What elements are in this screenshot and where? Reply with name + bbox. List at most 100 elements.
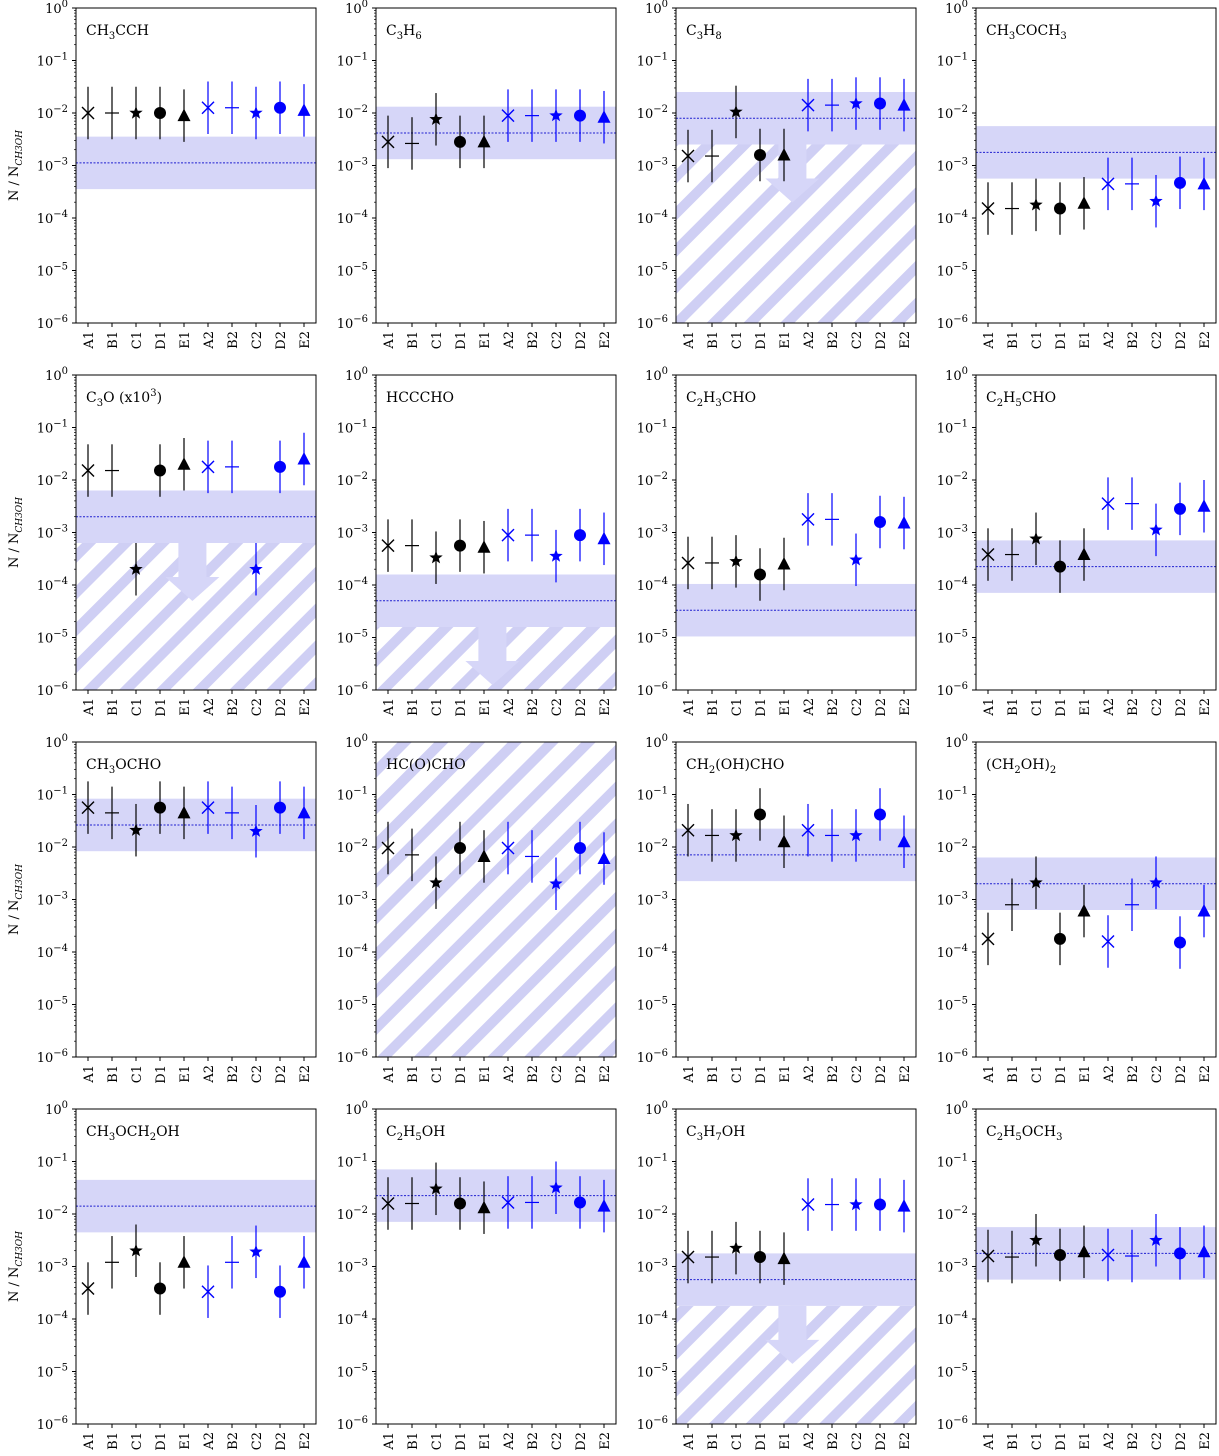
panel-title: HC(O)CHO xyxy=(386,757,466,773)
x-tick-label: C1 xyxy=(730,1432,745,1450)
x-tick-label: D2 xyxy=(574,1432,589,1451)
x-tick-label: E2 xyxy=(598,698,613,716)
x-tick-label: C1 xyxy=(130,331,145,349)
x-tick-label: E2 xyxy=(898,1065,913,1083)
x-tick-label: B1 xyxy=(106,1432,121,1450)
y-axis-label: N / NCH3OH xyxy=(7,864,25,935)
marker-C1 xyxy=(729,554,743,567)
marker-E2 xyxy=(897,516,911,529)
y-tick-label: 10−6 xyxy=(637,314,668,332)
x-tick-label: D2 xyxy=(274,698,289,717)
x-tick-label: B2 xyxy=(1126,1432,1141,1450)
marker-E2 xyxy=(897,1199,911,1212)
y-tick-label: 10−4 xyxy=(337,943,368,961)
x-tick-label: A2 xyxy=(202,331,217,350)
hatch-region xyxy=(376,742,616,1057)
x-tick-label: A1 xyxy=(982,1432,997,1451)
y-tick-label: 10−5 xyxy=(337,996,368,1014)
marker-C2 xyxy=(249,1244,263,1258)
x-tick-label: D1 xyxy=(454,1065,469,1084)
y-tick-label: 10−4 xyxy=(637,209,668,227)
marker-C2 xyxy=(249,562,263,575)
x-tick-label: E2 xyxy=(898,1432,913,1450)
x-tick-label: B1 xyxy=(106,331,121,349)
y-tick-label: 10−4 xyxy=(637,943,668,961)
y-axis-label: N / NCH3OH xyxy=(7,130,25,201)
y-tick-label: 10−2 xyxy=(37,1205,68,1223)
marker-C2 xyxy=(549,549,563,562)
marker-D1 xyxy=(454,135,466,148)
x-tick-label: D1 xyxy=(154,1432,169,1451)
marker-C2 xyxy=(849,1197,863,1211)
marker-D1 xyxy=(454,1197,466,1210)
marker-D2 xyxy=(1174,936,1186,949)
marker-A2 xyxy=(201,460,215,474)
marker-E2 xyxy=(597,851,611,865)
upper-limit-arrow xyxy=(465,627,520,685)
x-tick-label: B2 xyxy=(1126,1065,1141,1083)
x-tick-label: C2 xyxy=(1150,1065,1165,1083)
marker-A2 xyxy=(1101,177,1115,191)
x-tick-label: E2 xyxy=(898,698,913,716)
panel-5: 100 10−1 10−2 10−3 10−4 10−5 10−6 A1 B1 C1 D1 E1 A2 B… xyxy=(7,366,317,717)
y-tick-label: 100 xyxy=(345,733,368,751)
marker-C2 xyxy=(849,552,863,566)
marker-A1 xyxy=(681,556,695,570)
y-tick-label: 10−4 xyxy=(337,209,368,227)
marker-D1 xyxy=(454,539,466,552)
marker-D1 xyxy=(454,842,466,855)
panel-13: 100 10−1 10−2 10−3 10−4 10−5 10−6 A1 B1 C1 D1 E1 A2 B… xyxy=(7,1100,317,1451)
y-tick-label: 10−6 xyxy=(637,1048,668,1066)
panel-6: 100 10−1 10−2 10−3 10−4 10−5 10−6 A1 B1 C1 D1 E1 A2 B… xyxy=(337,366,617,717)
marker-D2 xyxy=(1174,176,1186,189)
y-tick-label: 10−2 xyxy=(337,471,368,489)
marker-C2 xyxy=(249,106,263,119)
y-tick-label: 10−1 xyxy=(37,786,68,804)
y-tick-label: 10−2 xyxy=(37,104,68,122)
marker-A2 xyxy=(201,101,215,115)
panel-title: C3H8 xyxy=(686,23,722,42)
y-tick-label: 10−2 xyxy=(337,838,368,856)
marker-C1 xyxy=(729,105,743,118)
marker-A2 xyxy=(1101,935,1115,948)
y-tick-label: 100 xyxy=(645,0,668,17)
panel-4: 100 10−1 10−2 10−3 10−4 10−5 10−6 A1 B1 C1 D1 E1 A2 B… xyxy=(937,0,1217,350)
x-tick-label: A2 xyxy=(1102,698,1117,717)
y-tick-label: 10−2 xyxy=(937,104,968,122)
marker-E1 xyxy=(477,849,491,862)
x-tick-label: A2 xyxy=(1102,331,1117,350)
marker-D1 xyxy=(1054,202,1066,215)
marker-A2 xyxy=(201,1285,215,1299)
x-tick-label: C1 xyxy=(1030,331,1045,349)
x-tick-label: A1 xyxy=(982,1065,997,1084)
upper-limit-arrow xyxy=(765,1305,820,1364)
y-tick-label: 10−4 xyxy=(937,943,968,961)
x-tick-label: B1 xyxy=(406,1065,421,1083)
x-tick-label: B1 xyxy=(406,331,421,349)
marker-C2 xyxy=(549,876,563,890)
x-tick-label: B1 xyxy=(106,698,121,716)
y-tick-label: 100 xyxy=(645,366,668,384)
marker-A1 xyxy=(381,135,395,149)
marker-A1 xyxy=(981,548,995,562)
x-tick-label: E1 xyxy=(478,331,493,349)
marker-C2 xyxy=(249,824,263,837)
x-tick-label: A2 xyxy=(502,1065,517,1084)
y-tick-label: 10−2 xyxy=(637,838,668,856)
x-tick-label: C2 xyxy=(850,331,865,349)
x-tick-label: B1 xyxy=(106,1065,121,1083)
marker-A1 xyxy=(981,1249,995,1263)
y-tick-label: 10−3 xyxy=(37,1258,68,1276)
y-tick-label: 10−1 xyxy=(937,1153,968,1171)
y-tick-label: 10−4 xyxy=(37,209,68,227)
y-tick-label: 10−2 xyxy=(337,104,368,122)
y-tick-label: 100 xyxy=(345,0,368,17)
x-tick-label: D2 xyxy=(874,1065,889,1084)
panel-1: 100 10−1 10−2 10−3 10−4 10−5 10−6 A1 B1 C1 D1 E1 A2 B… xyxy=(7,0,317,350)
panel-3: 100 10−1 10−2 10−3 10−4 10−5 10−6 A1 B1 C1 D1 E1 A2 B… xyxy=(637,0,917,350)
y-tick-label: 10−4 xyxy=(37,576,68,594)
x-tick-label: E1 xyxy=(778,698,793,716)
marker-D1 xyxy=(1054,1248,1066,1261)
x-tick-label: E1 xyxy=(1078,1432,1093,1450)
marker-A2 xyxy=(1101,497,1115,511)
